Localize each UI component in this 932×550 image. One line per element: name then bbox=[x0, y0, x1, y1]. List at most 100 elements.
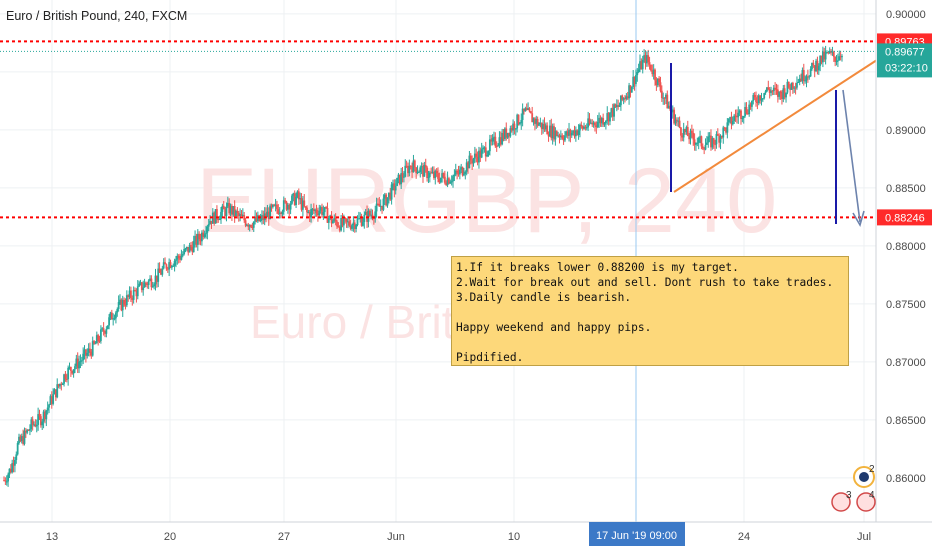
candle-body bbox=[319, 207, 322, 211]
candle-body bbox=[599, 117, 602, 124]
candle-body bbox=[371, 214, 374, 218]
candle-body bbox=[333, 217, 336, 222]
candle-body bbox=[33, 424, 35, 426]
candle-body bbox=[35, 424, 38, 427]
candle-body bbox=[591, 122, 594, 125]
candle-body bbox=[472, 158, 475, 164]
candle-body bbox=[534, 118, 536, 124]
candle-body bbox=[22, 436, 25, 444]
candle-body bbox=[344, 217, 347, 219]
projection-arrow[interactable] bbox=[842, 89, 865, 228]
candle-body bbox=[720, 136, 723, 138]
candle-body bbox=[184, 248, 187, 250]
candle-body bbox=[190, 245, 192, 247]
candle-body bbox=[828, 51, 831, 54]
candle-body bbox=[413, 160, 416, 168]
candle-body bbox=[768, 89, 771, 93]
candle-body bbox=[250, 224, 252, 227]
candle-body bbox=[53, 389, 56, 395]
candle-body bbox=[274, 204, 277, 206]
candle-body bbox=[308, 212, 311, 218]
candle-body bbox=[262, 215, 265, 221]
candle-body bbox=[576, 130, 579, 135]
note-line-4 bbox=[456, 305, 844, 320]
candle-body bbox=[660, 90, 663, 99]
candle-body bbox=[733, 115, 736, 122]
candle-body bbox=[48, 404, 50, 408]
candle-body bbox=[251, 226, 254, 228]
candle-body bbox=[381, 205, 383, 210]
candle-body bbox=[357, 218, 360, 220]
candle-body bbox=[390, 184, 393, 200]
candle-body bbox=[514, 128, 517, 130]
candle-body bbox=[179, 258, 181, 260]
candle-body bbox=[654, 69, 656, 81]
candle-body bbox=[789, 87, 792, 90]
candle-body bbox=[237, 212, 240, 217]
candle-body bbox=[136, 286, 139, 297]
candle-body bbox=[84, 349, 87, 356]
candle-body bbox=[232, 206, 235, 215]
candle-body bbox=[8, 468, 11, 475]
candle-body bbox=[566, 131, 569, 136]
candle-body bbox=[110, 312, 113, 320]
candle-body bbox=[648, 62, 651, 65]
candle-body bbox=[680, 127, 682, 136]
ideas-badge-clock[interactable]: 2 bbox=[853, 464, 875, 488]
candle-body bbox=[282, 200, 285, 212]
candle-body bbox=[715, 134, 718, 145]
candle-body bbox=[200, 232, 203, 242]
candle-body bbox=[195, 235, 198, 245]
candle-body bbox=[809, 69, 812, 77]
candle-body bbox=[240, 214, 243, 216]
candle-body bbox=[168, 262, 171, 270]
candle-body bbox=[579, 124, 581, 131]
candle-body bbox=[695, 143, 697, 145]
candle-body bbox=[72, 369, 75, 374]
candle-body bbox=[191, 246, 194, 253]
candle-body bbox=[286, 204, 289, 210]
candle-body bbox=[666, 94, 669, 109]
y-tick-label: 0.87000 bbox=[886, 357, 926, 369]
candle-body bbox=[665, 94, 667, 99]
candle-body bbox=[705, 142, 708, 145]
candle-body bbox=[267, 211, 270, 220]
candle-body bbox=[549, 125, 551, 137]
candle-body bbox=[700, 136, 703, 147]
ascending-trendline[interactable] bbox=[673, 57, 881, 193]
candle-body bbox=[39, 416, 42, 426]
candle-body bbox=[214, 209, 217, 224]
candle-body bbox=[311, 208, 314, 210]
candle-body bbox=[718, 135, 721, 143]
candle-body bbox=[808, 76, 811, 78]
candle-body bbox=[793, 87, 796, 89]
candle-body bbox=[710, 135, 712, 148]
candle-body bbox=[226, 202, 229, 207]
candle-body bbox=[505, 128, 508, 138]
time-axis[interactable]: 13 20 27 Jun 10 24 Jul bbox=[46, 531, 871, 543]
candle-body bbox=[392, 183, 394, 185]
candle-body bbox=[678, 120, 681, 128]
analysis-note[interactable]: 1.If it breaks lower 0.88200 is my targe… bbox=[451, 256, 849, 366]
candle-body bbox=[281, 211, 284, 214]
candle-body bbox=[112, 318, 115, 320]
chart-title: Euro / British Pound, 240, FXCM bbox=[6, 9, 187, 23]
candle-body bbox=[295, 197, 297, 206]
candle-body bbox=[7, 474, 9, 482]
candle-body bbox=[602, 118, 605, 125]
candle-body bbox=[767, 87, 770, 90]
candle-body bbox=[300, 198, 303, 210]
candle-body bbox=[105, 328, 108, 334]
time-axis-bg bbox=[0, 522, 932, 550]
candle-body bbox=[236, 210, 239, 213]
candle-body bbox=[306, 207, 308, 213]
candle-body bbox=[196, 233, 199, 245]
candle-body bbox=[484, 147, 487, 157]
candle-body bbox=[345, 218, 348, 222]
candle-body bbox=[59, 383, 61, 387]
candle-body bbox=[169, 262, 172, 268]
candle-body bbox=[580, 124, 583, 127]
ideas-badge-flags[interactable]: 3 4 bbox=[831, 490, 876, 512]
candle-body bbox=[224, 209, 227, 216]
